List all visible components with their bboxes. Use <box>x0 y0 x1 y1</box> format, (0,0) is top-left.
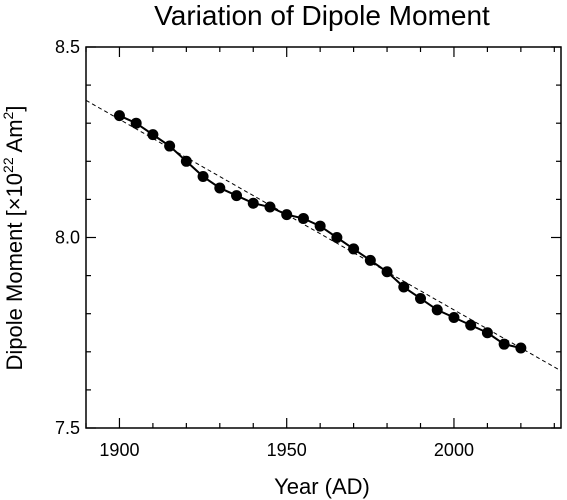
y-axis-title-exponent-1: 22 <box>0 157 16 173</box>
data-point <box>180 155 192 167</box>
data-point <box>448 312 460 324</box>
data-point <box>214 182 226 194</box>
data-point <box>130 117 142 129</box>
x-tick-label: 2000 <box>434 440 474 460</box>
data-point <box>113 110 125 122</box>
data-point <box>281 209 293 221</box>
data-series-layer <box>113 110 527 354</box>
data-point <box>147 129 159 141</box>
data-point <box>264 201 276 213</box>
y-axis-title-prefix: Dipole Moment [×10 <box>2 173 27 371</box>
data-point <box>348 243 360 255</box>
axis-tick-labels: 1900 1950 2000 7.5 8.0 8.5 <box>55 37 474 460</box>
data-point <box>498 338 510 350</box>
axis-ticks <box>85 46 561 429</box>
data-point <box>398 281 410 293</box>
plot-frame <box>85 46 562 429</box>
y-axis-title: Dipole Moment [×1022 Am2] <box>0 106 27 371</box>
data-point <box>515 342 527 354</box>
y-axis-title-suffix: ] <box>2 106 27 112</box>
x-axis-title: Year (AD) <box>274 474 370 499</box>
x-tick-label: 1900 <box>99 440 139 460</box>
y-axis-title-exponent-2: 2 <box>0 111 16 119</box>
data-point <box>164 140 176 152</box>
y-tick-label: 7.5 <box>55 418 80 438</box>
data-point <box>247 197 259 209</box>
y-tick-label: 8.0 <box>55 228 80 248</box>
data-point <box>415 292 427 304</box>
data-point <box>197 171 209 183</box>
data-point <box>381 266 393 278</box>
data-point <box>364 254 376 266</box>
chart-title: Variation of Dipole Moment <box>154 0 490 31</box>
data-point <box>465 319 477 331</box>
data-point <box>231 190 243 202</box>
data-point <box>431 304 443 316</box>
data-point <box>481 327 493 339</box>
y-axis-title-unit: Am <box>2 119 27 157</box>
x-tick-label: 1950 <box>267 440 307 460</box>
data-point <box>314 220 326 232</box>
data-point <box>331 232 343 243</box>
data-point <box>297 212 309 224</box>
y-tick-label: 8.5 <box>55 37 80 57</box>
